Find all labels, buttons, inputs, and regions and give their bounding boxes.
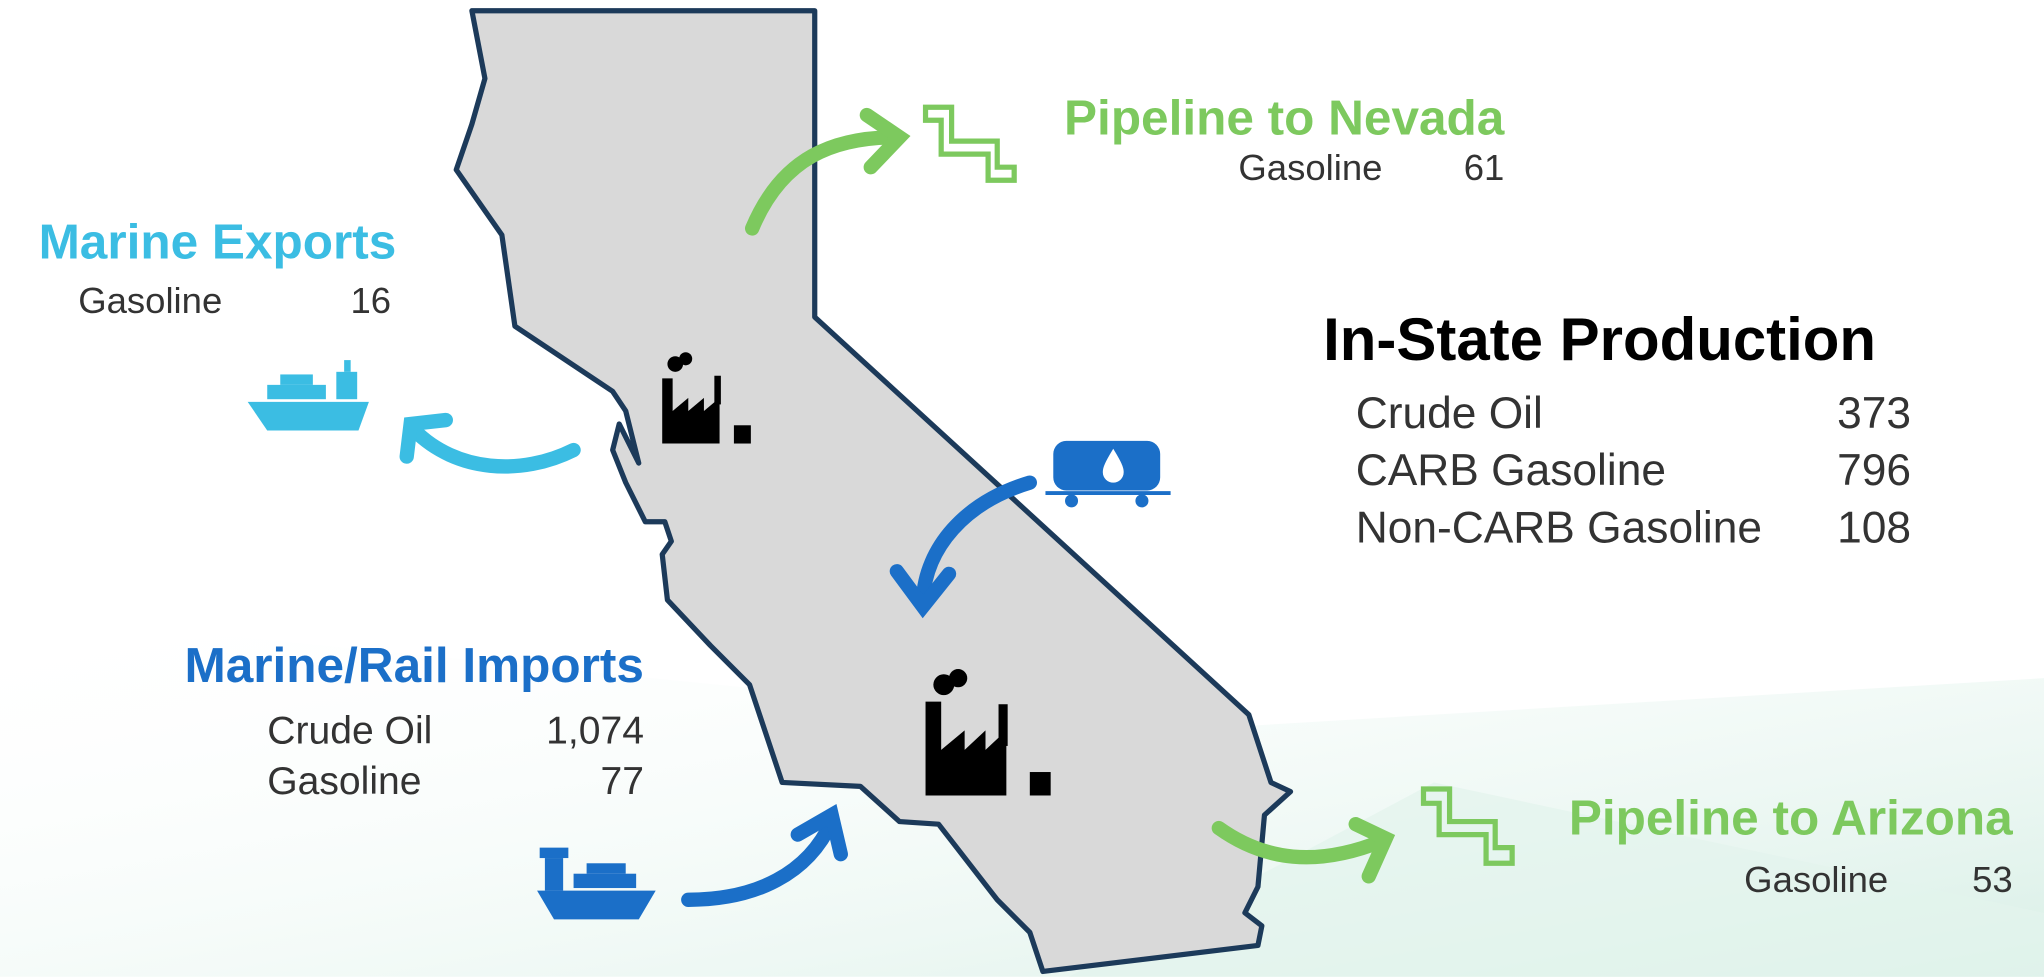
row-value: 53 [1972, 859, 2013, 900]
row-value: 61 [1464, 147, 1505, 188]
row-label: Gasoline [1744, 859, 1888, 900]
row-label: Gasoline [78, 280, 222, 321]
flow-arrow [399, 107, 1396, 907]
row-label: Crude Oil [267, 709, 432, 752]
section-title: Marine/Rail Imports [184, 638, 644, 693]
rail-tanker-icon [1045, 440, 1171, 508]
section-title: Marine Exports [39, 214, 397, 269]
section-title: Pipeline to Nevada [1064, 91, 1505, 146]
row-label: Crude Oil [1356, 389, 1543, 438]
row-value: 77 [600, 760, 643, 803]
row-value: 1,074 [546, 709, 644, 752]
row-label: Non-CARB Gasoline [1356, 504, 1762, 553]
row-value: 16 [350, 280, 391, 321]
row-label: Gasoline [1238, 147, 1382, 188]
refinery-icon [925, 669, 1051, 796]
row-label: Gasoline [267, 760, 421, 803]
background-wash [1068, 782, 2044, 977]
ship-icon [247, 360, 369, 431]
section-title: In-State Production [1323, 306, 1876, 373]
section-title: Pipeline to Arizona [1569, 791, 2013, 846]
ship-icon [537, 847, 656, 920]
pipeline-icon [1420, 786, 1515, 866]
row-label: CARB Gasoline [1356, 446, 1666, 495]
row-value: 108 [1837, 504, 1911, 553]
california-map [453, 8, 1294, 975]
row-value: 373 [1837, 389, 1911, 438]
refinery-icon [662, 352, 751, 444]
row-value: 796 [1837, 446, 1911, 495]
pipeline-icon [922, 104, 1017, 183]
